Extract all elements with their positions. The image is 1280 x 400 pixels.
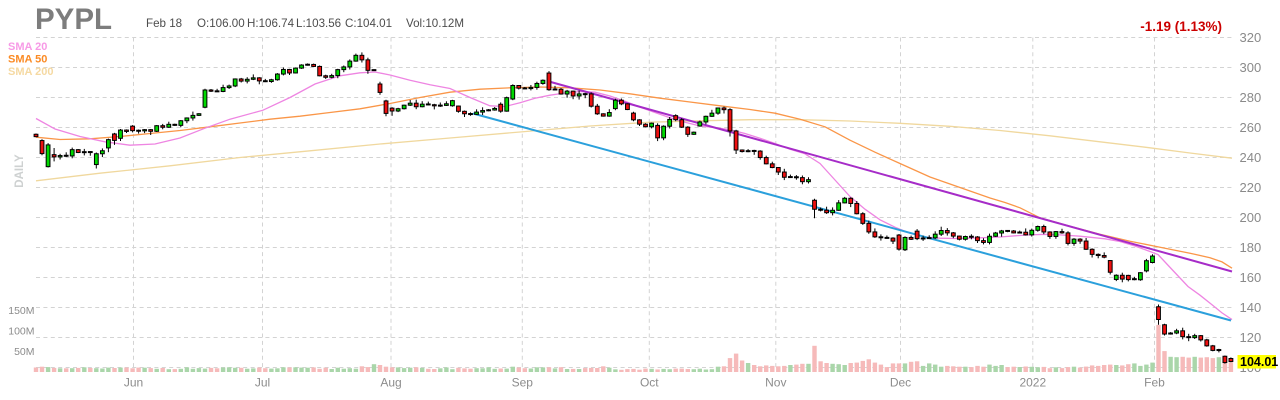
svg-text:Dec: Dec (890, 376, 911, 390)
svg-text:SMA 200: SMA 200 (8, 66, 53, 78)
svg-text:Jul: Jul (255, 376, 270, 390)
svg-text:SMA 20: SMA 20 (8, 41, 47, 53)
svg-text:50M: 50M (14, 346, 34, 358)
svg-text:O:106.00: O:106.00 (197, 17, 245, 30)
svg-text:-1.19 (1.13%): -1.19 (1.13%) (1140, 19, 1222, 34)
svg-text:Vol:10.12M: Vol:10.12M (406, 17, 464, 30)
svg-text:180: 180 (1240, 240, 1262, 255)
svg-text:280: 280 (1240, 90, 1262, 105)
svg-text:SMA 50: SMA 50 (8, 54, 47, 66)
svg-text:PYPL: PYPL (35, 3, 112, 36)
svg-text:Aug: Aug (380, 376, 401, 390)
svg-text:Feb 18: Feb 18 (146, 17, 182, 30)
svg-text:140: 140 (1240, 300, 1262, 315)
svg-text:300: 300 (1240, 60, 1262, 75)
svg-text:Jun: Jun (124, 376, 143, 390)
svg-text:DAILY: DAILY (14, 154, 26, 188)
svg-text:L:103.56: L:103.56 (296, 17, 341, 30)
svg-text:260: 260 (1240, 120, 1262, 135)
svg-text:C:104.01: C:104.01 (345, 17, 392, 30)
svg-text:2022: 2022 (1019, 376, 1046, 390)
svg-text:H:106.74: H:106.74 (247, 17, 295, 30)
svg-text:220: 220 (1240, 180, 1262, 195)
svg-text:Sep: Sep (512, 376, 534, 390)
svg-text:120: 120 (1240, 330, 1262, 345)
svg-text:320: 320 (1240, 30, 1262, 45)
svg-text:240: 240 (1240, 150, 1262, 165)
svg-text:100M: 100M (8, 326, 34, 338)
svg-text:Oct: Oct (640, 376, 659, 390)
svg-text:160: 160 (1240, 270, 1262, 285)
svg-text:Feb: Feb (1144, 376, 1165, 390)
svg-text:104.01: 104.01 (1240, 355, 1278, 369)
svg-text:Nov: Nov (765, 376, 786, 390)
svg-text:200: 200 (1240, 210, 1262, 225)
svg-text:150M: 150M (8, 305, 34, 317)
